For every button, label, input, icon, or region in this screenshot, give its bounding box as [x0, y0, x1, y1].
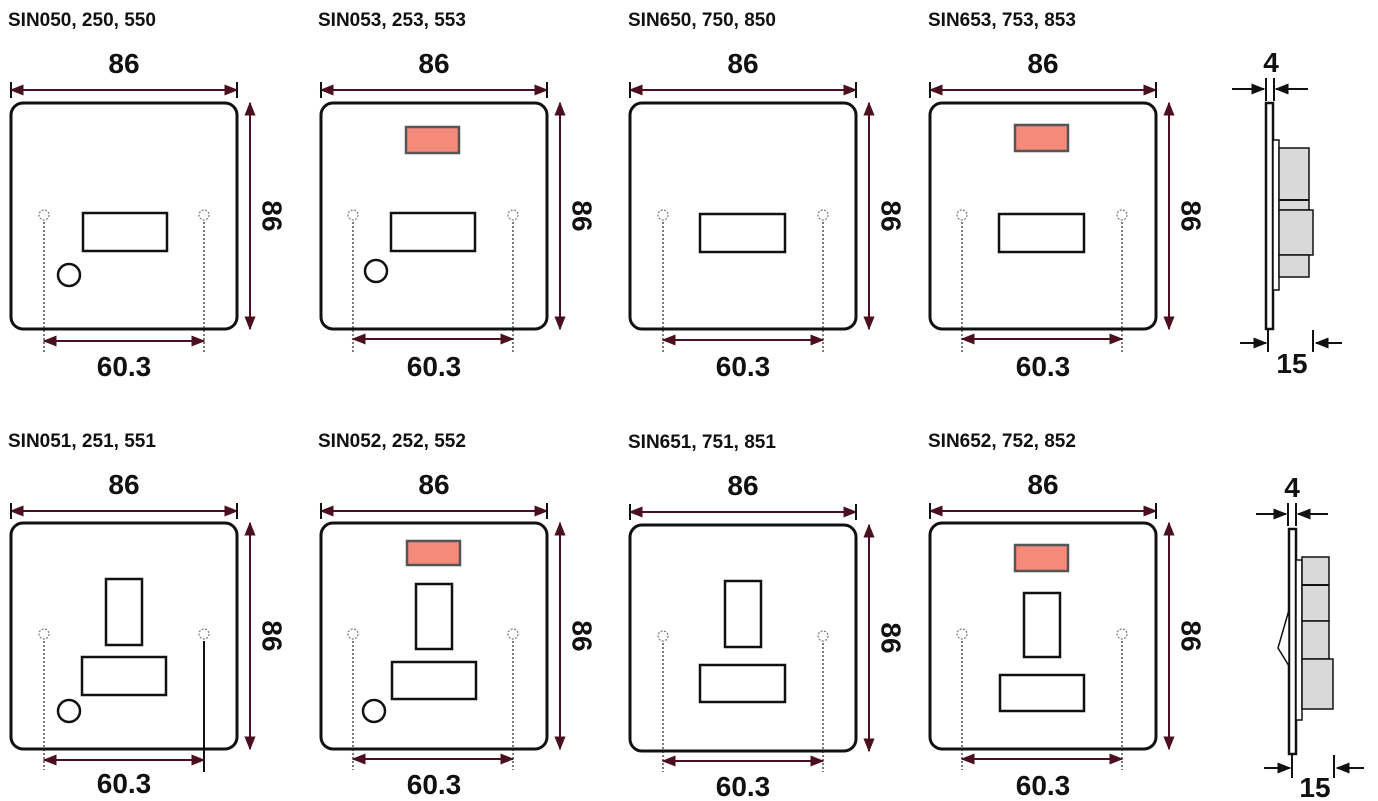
screw-hole-left — [956, 209, 968, 221]
screw-hole-left — [38, 209, 50, 221]
fixing-label: 60.3 — [1016, 351, 1071, 382]
screw-hole-left — [657, 209, 669, 221]
side-view-bottom: 4 15 — [1256, 472, 1364, 801]
fixing-label: 60.3 — [97, 768, 152, 799]
height-label: 86 — [257, 620, 288, 651]
switch-rocker — [104, 577, 144, 647]
panel-sin653: SIN653, 753, 853 86 86 60.3 — [928, 10, 1207, 382]
panel-label: SIN053, 253, 553 — [318, 10, 466, 31]
flex-outlet — [56, 262, 82, 288]
fixing-label: 60.3 — [407, 769, 462, 800]
screw-hole-right — [817, 209, 829, 221]
module-lower — [1278, 254, 1310, 278]
fuse-carrier — [81, 211, 169, 253]
width-label: 86 — [727, 470, 758, 501]
panel-sin651: SIN651, 751, 851 86 86 60.3 — [628, 432, 907, 801]
fixing-label: 60.3 — [97, 351, 152, 382]
screw-hole-right — [507, 209, 519, 221]
side-view-top: 4 15 — [1232, 47, 1342, 379]
switch-rocker — [414, 582, 454, 651]
screw-hole-left — [347, 209, 359, 221]
module-middle — [1301, 620, 1330, 660]
height-label: 86 — [876, 622, 907, 653]
height-label: 86 — [1176, 620, 1207, 651]
width-label: 86 — [108, 48, 139, 79]
flex-outlet — [361, 698, 387, 724]
fuse-carrier — [698, 663, 787, 704]
switch-rocker-profile — [1277, 609, 1290, 669]
screw-hole-left — [38, 628, 50, 640]
height-label: 86 — [567, 200, 598, 231]
plate-edge — [1264, 101, 1275, 331]
fixing-label: 60.3 — [716, 771, 771, 801]
neon-indicator — [405, 539, 462, 567]
switch-rocker — [723, 579, 763, 649]
fixing-label: 60.3 — [407, 351, 462, 382]
panel-sin053: SIN053, 253, 553 86 86 60.3 — [318, 10, 598, 382]
plate-back — [1272, 139, 1280, 291]
panel-label: SIN651, 751, 851 — [628, 432, 776, 453]
panel-label: SIN653, 753, 853 — [928, 10, 1076, 31]
panel-label: SIN650, 750, 850 — [628, 10, 776, 31]
height-label: 86 — [876, 200, 907, 231]
panel-sin052: SIN052, 252, 552 86 86 60.3 — [318, 431, 598, 800]
module-upper — [1301, 556, 1330, 622]
flex-outlet — [56, 698, 82, 724]
fixing-label: 60.3 — [1016, 770, 1071, 801]
panel-label: SIN652, 752, 852 — [928, 431, 1076, 452]
neon-indicator — [1013, 543, 1070, 573]
height-label: 86 — [257, 200, 288, 231]
screw-hole-right — [198, 628, 210, 640]
fuse-carrier — [390, 660, 478, 701]
flex-outlet — [363, 258, 389, 284]
depth-label: 15 — [1299, 772, 1330, 801]
neon-indicator — [1013, 123, 1070, 153]
width-label: 86 — [418, 48, 449, 79]
screw-hole-left — [347, 628, 359, 640]
width-label: 86 — [108, 469, 139, 500]
plate-back — [1295, 559, 1303, 721]
width-label: 86 — [418, 469, 449, 500]
screw-hole-right — [198, 209, 210, 221]
screw-hole-right — [817, 630, 829, 642]
depth-label: 15 — [1276, 348, 1307, 379]
panel-label: SIN052, 252, 552 — [318, 431, 466, 452]
fuse-carrier — [998, 673, 1086, 713]
switch-rocker — [1022, 591, 1062, 659]
screw-hole-right — [1116, 628, 1128, 640]
neon-indicator — [404, 125, 461, 155]
plate-thickness-label: 4 — [1263, 47, 1279, 78]
plate-thickness-label: 4 — [1284, 472, 1300, 503]
module-middle — [1278, 209, 1314, 256]
panel-sin650: SIN650, 750, 850 86 86 60.3 — [628, 10, 907, 382]
width-label: 86 — [1027, 469, 1058, 500]
panel-sin652: SIN652, 752, 852 86 86 60.3 — [928, 431, 1207, 801]
screw-hole-right — [1116, 209, 1128, 221]
width-label: 86 — [1027, 48, 1058, 79]
screw-hole-left — [956, 628, 968, 640]
height-label: 86 — [1176, 200, 1207, 231]
plate-edge — [1287, 527, 1298, 756]
panel-sin050: SIN050, 250, 550 86 86 60.3 — [8, 10, 288, 382]
fixing-label: 60.3 — [716, 351, 771, 382]
panel-label: SIN051, 251, 551 — [8, 431, 156, 452]
panel-sin051: SIN051, 251, 551 86 86 60.3 — [8, 431, 288, 799]
screw-hole-left — [657, 630, 669, 642]
panel-label: SIN050, 250, 550 — [8, 10, 156, 31]
module-lower — [1301, 658, 1334, 710]
screw-hole-right — [507, 628, 519, 640]
fuse-carrier — [997, 212, 1086, 254]
fuse-carrier — [389, 211, 477, 253]
width-label: 86 — [727, 48, 758, 79]
height-label: 86 — [567, 620, 598, 651]
fuse-carrier — [80, 655, 168, 697]
fuse-carrier — [698, 212, 787, 254]
